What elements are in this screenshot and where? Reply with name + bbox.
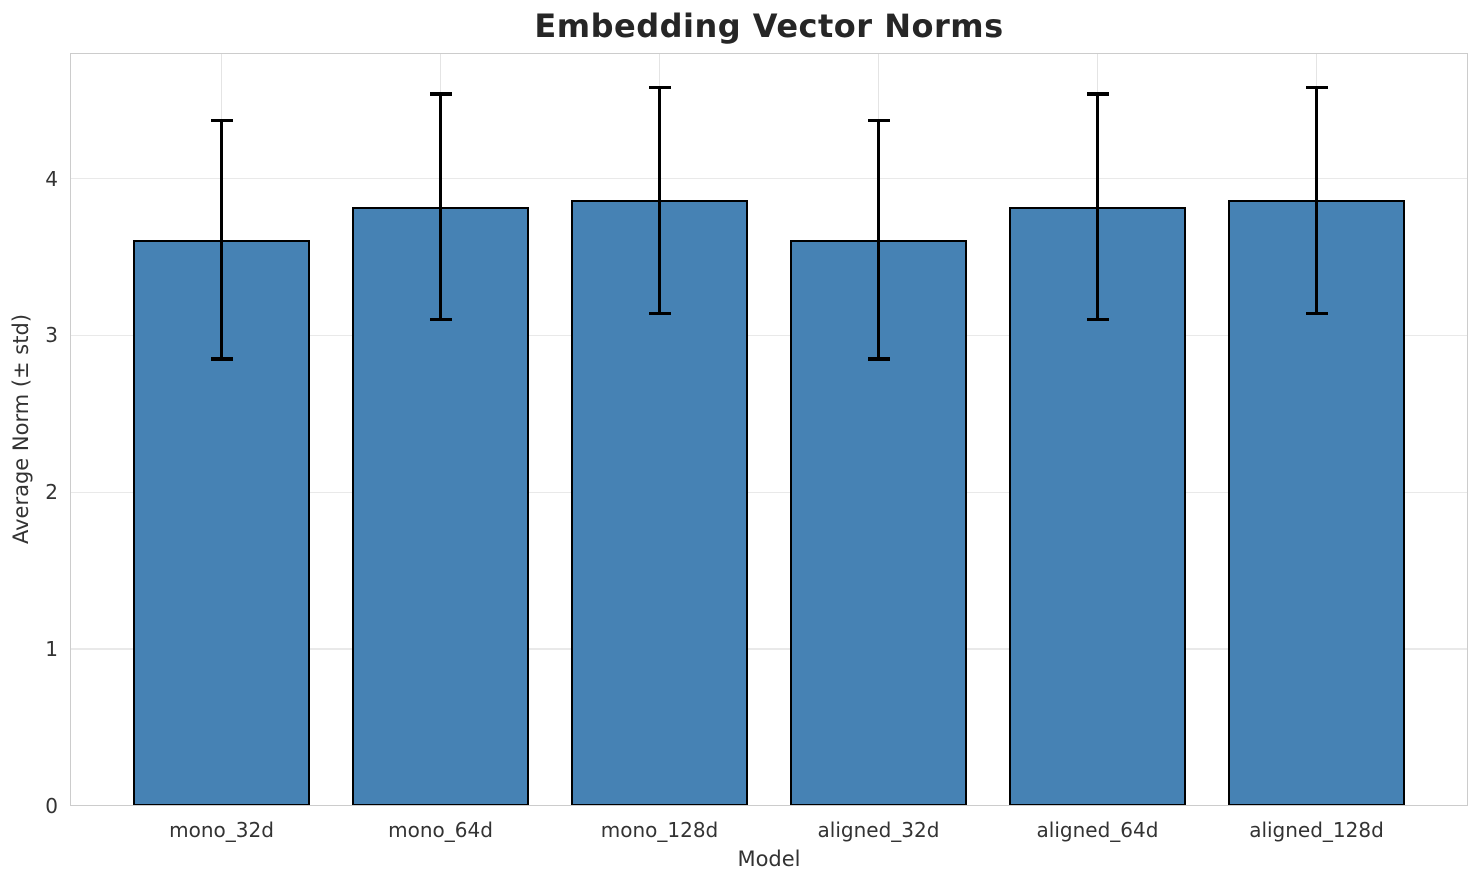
h-gridline [70, 648, 1468, 650]
error-bar-cap-upper-aligned_64d [1086, 92, 1109, 96]
x-tick-label-aligned_64d: aligned_64d [1036, 818, 1159, 842]
x-tick-label-mono_128d: mono_128d [600, 818, 719, 842]
y-tick-label: 1 [45, 637, 58, 662]
h-gridline [70, 177, 1468, 180]
error-bar-line-aligned_128d [1314, 87, 1319, 314]
error-bar-cap-lower-aligned_128d [1305, 311, 1328, 316]
error-bar-cap-upper-aligned_128d [1305, 85, 1328, 90]
error-bar-line-mono_64d [438, 93, 443, 320]
x-tick-label-mono_64d: mono_64d [388, 818, 493, 842]
y-tick-label: 4 [45, 166, 58, 191]
h-gridline [70, 334, 1468, 337]
h-gridline [70, 491, 1468, 493]
error-bar-line-mono_128d [657, 87, 662, 314]
y-axis-label: Average Norm (± std) [9, 313, 33, 545]
error-bar-cap-lower-aligned_64d [1086, 317, 1109, 322]
plot-area [70, 53, 1468, 806]
error-bar-line-aligned_64d [1095, 93, 1100, 320]
error-bar-line-aligned_32d [876, 120, 881, 359]
y-tick-label: 2 [45, 480, 58, 505]
error-bar-cap-lower-mono_128d [648, 311, 671, 316]
x-tick-label-aligned_128d: aligned_128d [1249, 818, 1384, 842]
y-tick-label: 0 [45, 794, 58, 818]
error-bar-line-mono_32d [219, 120, 224, 359]
error-bar-cap-upper-aligned_32d [867, 118, 890, 123]
error-bar-cap-lower-aligned_32d [867, 357, 890, 361]
x-tick-label-aligned_32d: aligned_32d [817, 818, 940, 842]
error-bar-cap-lower-mono_32d [210, 357, 233, 361]
error-bar-cap-upper-mono_64d [429, 92, 452, 96]
y-tick-label: 3 [45, 323, 58, 348]
x-tick-label-mono_32d: mono_32d [169, 818, 274, 842]
chart-title: Embedding Vector Norms [534, 7, 1004, 45]
error-bar-cap-lower-mono_64d [429, 317, 452, 322]
error-bar-cap-upper-mono_32d [210, 118, 233, 123]
x-axis-label: Model [737, 847, 801, 871]
error-bar-cap-upper-mono_128d [648, 85, 671, 90]
